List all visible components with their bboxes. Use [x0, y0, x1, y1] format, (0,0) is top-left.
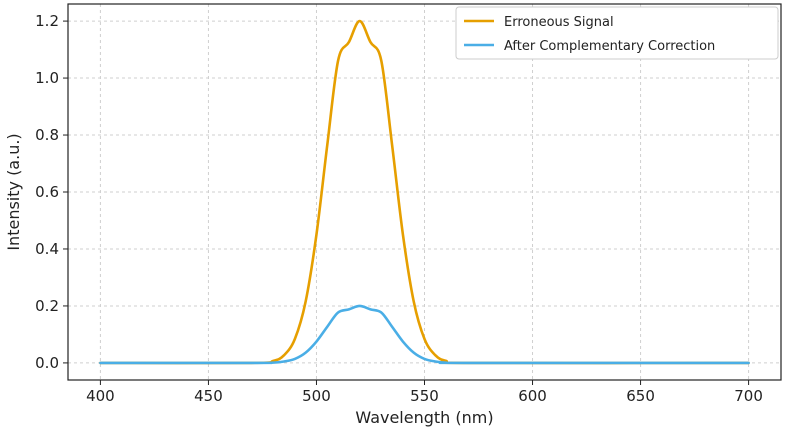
- x-axis-title: Wavelength (nm): [355, 408, 493, 427]
- x-axis-ticks: 400 450 500 550 600 650 700: [86, 380, 763, 405]
- x-tick-label: 550: [410, 387, 439, 405]
- y-tick-label: 0.0: [35, 354, 59, 372]
- y-axis-title: Intensity (a.u.): [4, 133, 23, 250]
- legend-label-after-complementary-correction: After Complementary Correction: [504, 39, 715, 54]
- series-line-erroneous-signal: [99, 19, 750, 365]
- x-tick-label: 450: [194, 387, 223, 405]
- legend-box: [455, 6, 779, 60]
- legend: Erroneous Signal After Complementary Cor…: [455, 6, 779, 60]
- y-tick-label: 0.2: [35, 297, 59, 315]
- series-layer: [99, 19, 750, 365]
- x-tick-label: 650: [626, 387, 655, 405]
- y-axis-ticks: 0.0 0.2 0.4 0.6 0.8 1.0 1.2: [35, 12, 68, 372]
- y-tick-label: 1.2: [35, 12, 59, 30]
- x-tick-label: 600: [518, 387, 547, 405]
- x-tick-label: 400: [86, 387, 115, 405]
- x-tick-label: 700: [734, 387, 763, 405]
- x-tick-label: 500: [302, 387, 331, 405]
- y-tick-label: 0.8: [35, 126, 59, 144]
- legend-label-erroneous-signal: Erroneous Signal: [504, 15, 614, 30]
- y-tick-label: 0.4: [35, 240, 59, 258]
- y-tick-label: 0.6: [35, 183, 59, 201]
- grid: [68, 4, 781, 380]
- series-line-after-complementary-correction: [99, 304, 750, 365]
- y-tick-label: 1.0: [35, 69, 59, 87]
